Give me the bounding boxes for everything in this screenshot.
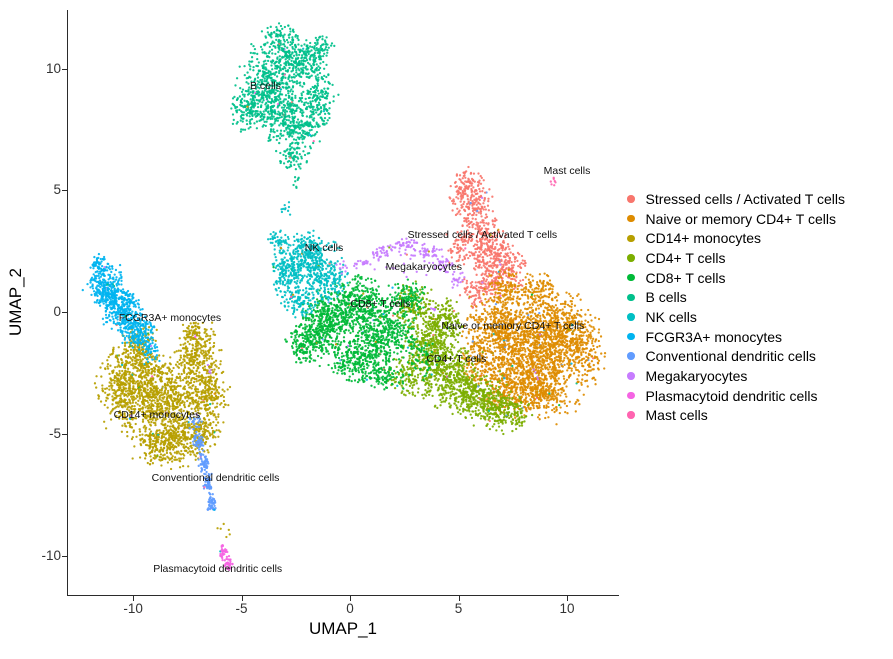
y-axis-title: UMAP_2 (6, 267, 25, 337)
x-tick-label: 0 (346, 601, 354, 616)
legend-item: Stressed cells / Activated T cells (627, 191, 845, 207)
y-tick-label: 0 (53, 304, 61, 319)
legend-item: B cells (627, 289, 687, 305)
legend-swatch-icon (627, 391, 635, 400)
x-axis-line (67, 595, 619, 596)
y-tick-label: -10 (41, 547, 61, 563)
cluster-label: FCGR3A+ monocytes (118, 312, 222, 325)
x-axis-title: UMAP_1 (308, 619, 378, 638)
legend-label: NK cells (645, 308, 697, 325)
cluster-label: Conventional dendritic cells (151, 472, 280, 484)
legend-item: NK cells (627, 309, 697, 325)
legend-label: Mast cells (645, 407, 708, 424)
cluster-label: CD14+ monocytes (113, 408, 201, 421)
y-tick-mark (62, 190, 67, 192)
legend-item: Megakaryocytes (627, 368, 747, 384)
legend-swatch-icon (627, 332, 635, 341)
cluster-label: NK cells (304, 241, 344, 254)
x-tick-mark (458, 596, 460, 601)
legend-swatch-icon (627, 254, 635, 262)
legend-label: FCGR3A+ monocytes (645, 328, 783, 345)
legend-label: Megakaryocytes (645, 367, 748, 384)
legend-swatch-icon (627, 411, 635, 419)
legend-item: Naive or memory CD4+ T cells (627, 211, 836, 227)
x-tick-mark (241, 596, 243, 601)
legend-item: Plasmacytoid dendritic cells (627, 388, 817, 404)
y-tick-mark (62, 556, 67, 557)
legend-label: CD4+ T cells (645, 249, 726, 266)
y-axis-line (67, 10, 68, 596)
legend-swatch-icon (627, 313, 635, 321)
legend-item: CD8+ T cells (627, 270, 726, 286)
cluster-label: Naive or memory CD4+ T cells (441, 319, 585, 332)
legend-label: B cells (645, 289, 687, 306)
cluster-label: Plasmacytoid dendritic cells (153, 563, 283, 576)
x-tick-mark (133, 596, 135, 601)
legend-swatch-icon (627, 352, 635, 360)
legend-swatch-icon (627, 234, 635, 243)
x-tick-mark (567, 596, 568, 601)
x-tick-label: -5 (235, 601, 248, 616)
legend-item: Conventional dendritic cells (627, 348, 816, 364)
legend-item: FCGR3A+ monocytes (627, 329, 782, 345)
y-tick-label: 5 (53, 182, 61, 198)
legend-label: CD14+ monocytes (645, 230, 762, 247)
x-tick-label: -10 (123, 601, 143, 616)
legend-swatch-icon (627, 273, 635, 282)
cluster-label: Stressed cells / Activated T cells (407, 229, 558, 242)
legend-label: Naive or memory CD4+ T cells (645, 210, 836, 227)
legend-swatch-icon (627, 214, 635, 223)
cluster-label: CD4+ T cells (426, 352, 487, 365)
y-tick-label: -5 (48, 425, 61, 441)
cluster-label: CD8+ T cells (350, 297, 411, 310)
y-tick-mark (62, 68, 67, 70)
legend-swatch-icon (627, 372, 635, 380)
y-tick-mark (62, 312, 67, 314)
legend-item: CD4+ T cells (627, 250, 726, 266)
legend-label: Conventional dendritic cells (645, 348, 816, 365)
y-tick-label: 10 (45, 60, 61, 76)
legend-swatch-icon (627, 293, 635, 301)
legend-label: Stressed cells / Activated T cells (645, 191, 845, 207)
legend-swatch-icon (627, 195, 635, 203)
legend-label: Plasmacytoid dendritic cells (645, 387, 818, 404)
legend-item: CD14+ monocytes (627, 230, 761, 246)
cluster-label: Megakaryocytes (385, 261, 463, 274)
x-tick-label: 5 (454, 601, 463, 616)
legend-item: Mast cells (627, 407, 708, 423)
x-tick-mark (350, 596, 352, 601)
y-tick-mark (62, 434, 67, 436)
legend-label: CD8+ T cells (645, 269, 726, 286)
cluster-label: Mast cells (543, 164, 591, 177)
x-tick-label: 10 (559, 601, 575, 616)
cluster-label: B cells (249, 79, 281, 92)
